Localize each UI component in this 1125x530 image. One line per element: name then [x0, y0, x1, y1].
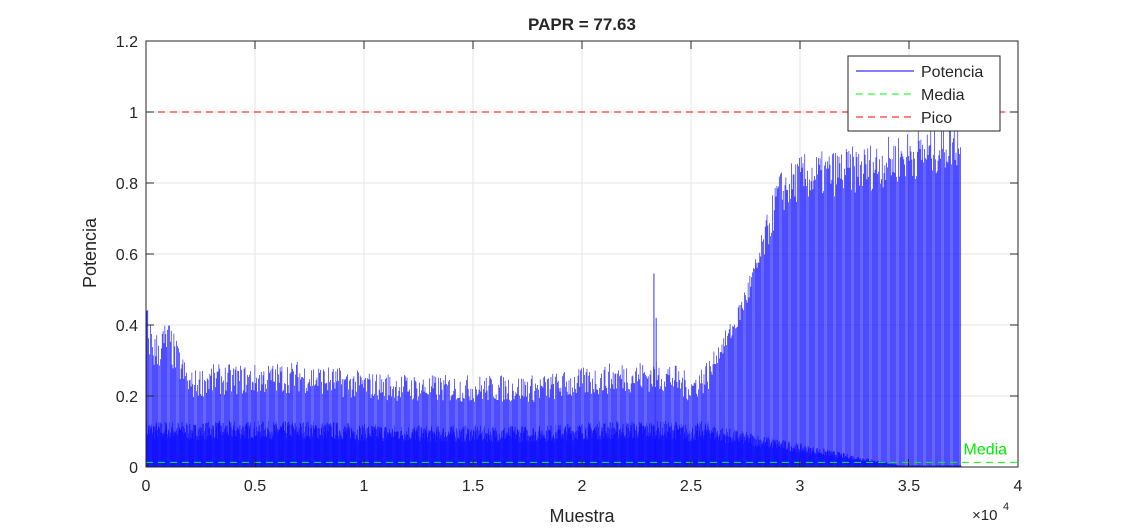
x-tick-label: 3: [796, 478, 805, 495]
x-tick-label: 0: [142, 478, 151, 495]
x-tick-label: 1.5: [462, 478, 484, 495]
x-axis-exponent-base: ×10: [972, 507, 997, 524]
legend-label: Media: [921, 87, 965, 104]
x-tick-label: 2: [578, 478, 587, 495]
x-tick-label: 0.5: [244, 478, 266, 495]
annotation-media: Media: [964, 442, 1008, 459]
y-tick-label: 0.6: [116, 247, 138, 264]
x-tick-label: 1: [360, 478, 369, 495]
x-axis-label: Muestra: [549, 506, 615, 526]
legend-label: Pico: [921, 110, 952, 127]
x-axis-exponent: ×10 4: [972, 501, 1009, 524]
legend-entry-pico: Pico: [856, 110, 952, 127]
y-tick-label: 1.2: [116, 34, 138, 51]
y-tick-label: 0.2: [116, 389, 138, 406]
y-tick-label: 0.4: [116, 318, 138, 335]
x-tick-label: 2.5: [680, 478, 702, 495]
y-axis-label: Potencia: [80, 217, 100, 288]
legend-entry-media: Media: [856, 87, 965, 104]
legend: Potencia Media Pico: [847, 55, 1001, 132]
legend-entry-potencia: Potencia: [856, 64, 983, 81]
y-tick-label: 0: [129, 460, 138, 477]
x-axis-exponent-power: 4: [1003, 501, 1009, 513]
y-tick-label: 0.8: [116, 176, 138, 193]
axes: 0 0.5 1 1.5 2 2.5 3 3.5 4 0 0.2 0.4 0.6 0.8 1 1.2: [116, 34, 1023, 495]
chart-title: PAPR = 77.63: [528, 15, 636, 34]
legend-label: Potencia: [921, 64, 983, 81]
x-tick-label: 4: [1014, 478, 1023, 495]
y-tick-label: 1: [129, 105, 138, 122]
x-tick-label: 3.5: [898, 478, 920, 495]
